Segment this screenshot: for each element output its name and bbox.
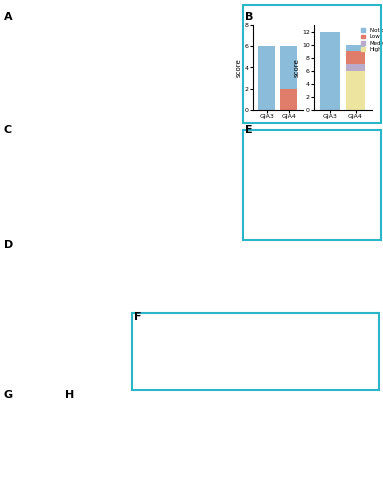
Text: A: A bbox=[4, 12, 13, 22]
Bar bbox=[346, 51, 365, 64]
Text: G: G bbox=[4, 390, 13, 400]
Bar bbox=[258, 46, 275, 110]
Text: D: D bbox=[4, 240, 13, 250]
Bar bbox=[280, 89, 297, 110]
Bar bbox=[280, 46, 297, 89]
Text: E: E bbox=[245, 125, 253, 135]
Text: B: B bbox=[245, 12, 254, 22]
Text: F: F bbox=[134, 312, 142, 322]
Y-axis label: score: score bbox=[236, 58, 242, 77]
Bar bbox=[321, 32, 340, 110]
Text: C: C bbox=[4, 125, 12, 135]
Y-axis label: score: score bbox=[293, 58, 299, 77]
Bar bbox=[346, 44, 365, 51]
Bar bbox=[346, 64, 365, 71]
Legend: Not detected, Low, Medium, High: Not detected, Low, Medium, High bbox=[360, 28, 383, 52]
Bar bbox=[346, 71, 365, 110]
Text: H: H bbox=[65, 390, 74, 400]
